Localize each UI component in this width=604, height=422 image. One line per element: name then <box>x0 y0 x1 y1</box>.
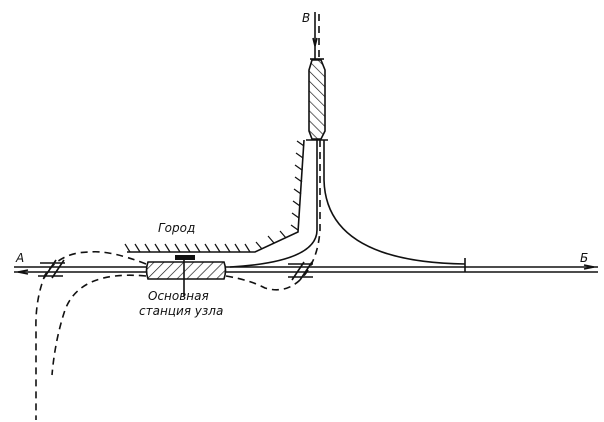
arrow-v-icon <box>312 37 318 47</box>
line-v <box>229 12 466 279</box>
crossing-right <box>288 261 313 281</box>
label-a: А <box>15 251 24 265</box>
crossing-left <box>38 259 65 279</box>
label-station-line1: Основная <box>148 289 209 303</box>
main-station <box>145 255 227 296</box>
label-city: Город <box>158 221 195 235</box>
label-v: В <box>302 11 310 25</box>
label-b: Б <box>580 251 588 265</box>
label-station-line2: станция узла <box>139 304 223 318</box>
main-line-a-b <box>14 258 598 275</box>
station-building <box>175 255 195 260</box>
station-v <box>308 59 326 140</box>
arrow-a-icon <box>17 269 29 275</box>
dashed-bypass-lines <box>35 250 301 420</box>
city-boundary <box>124 139 305 253</box>
arrow-b-icon <box>583 264 595 270</box>
